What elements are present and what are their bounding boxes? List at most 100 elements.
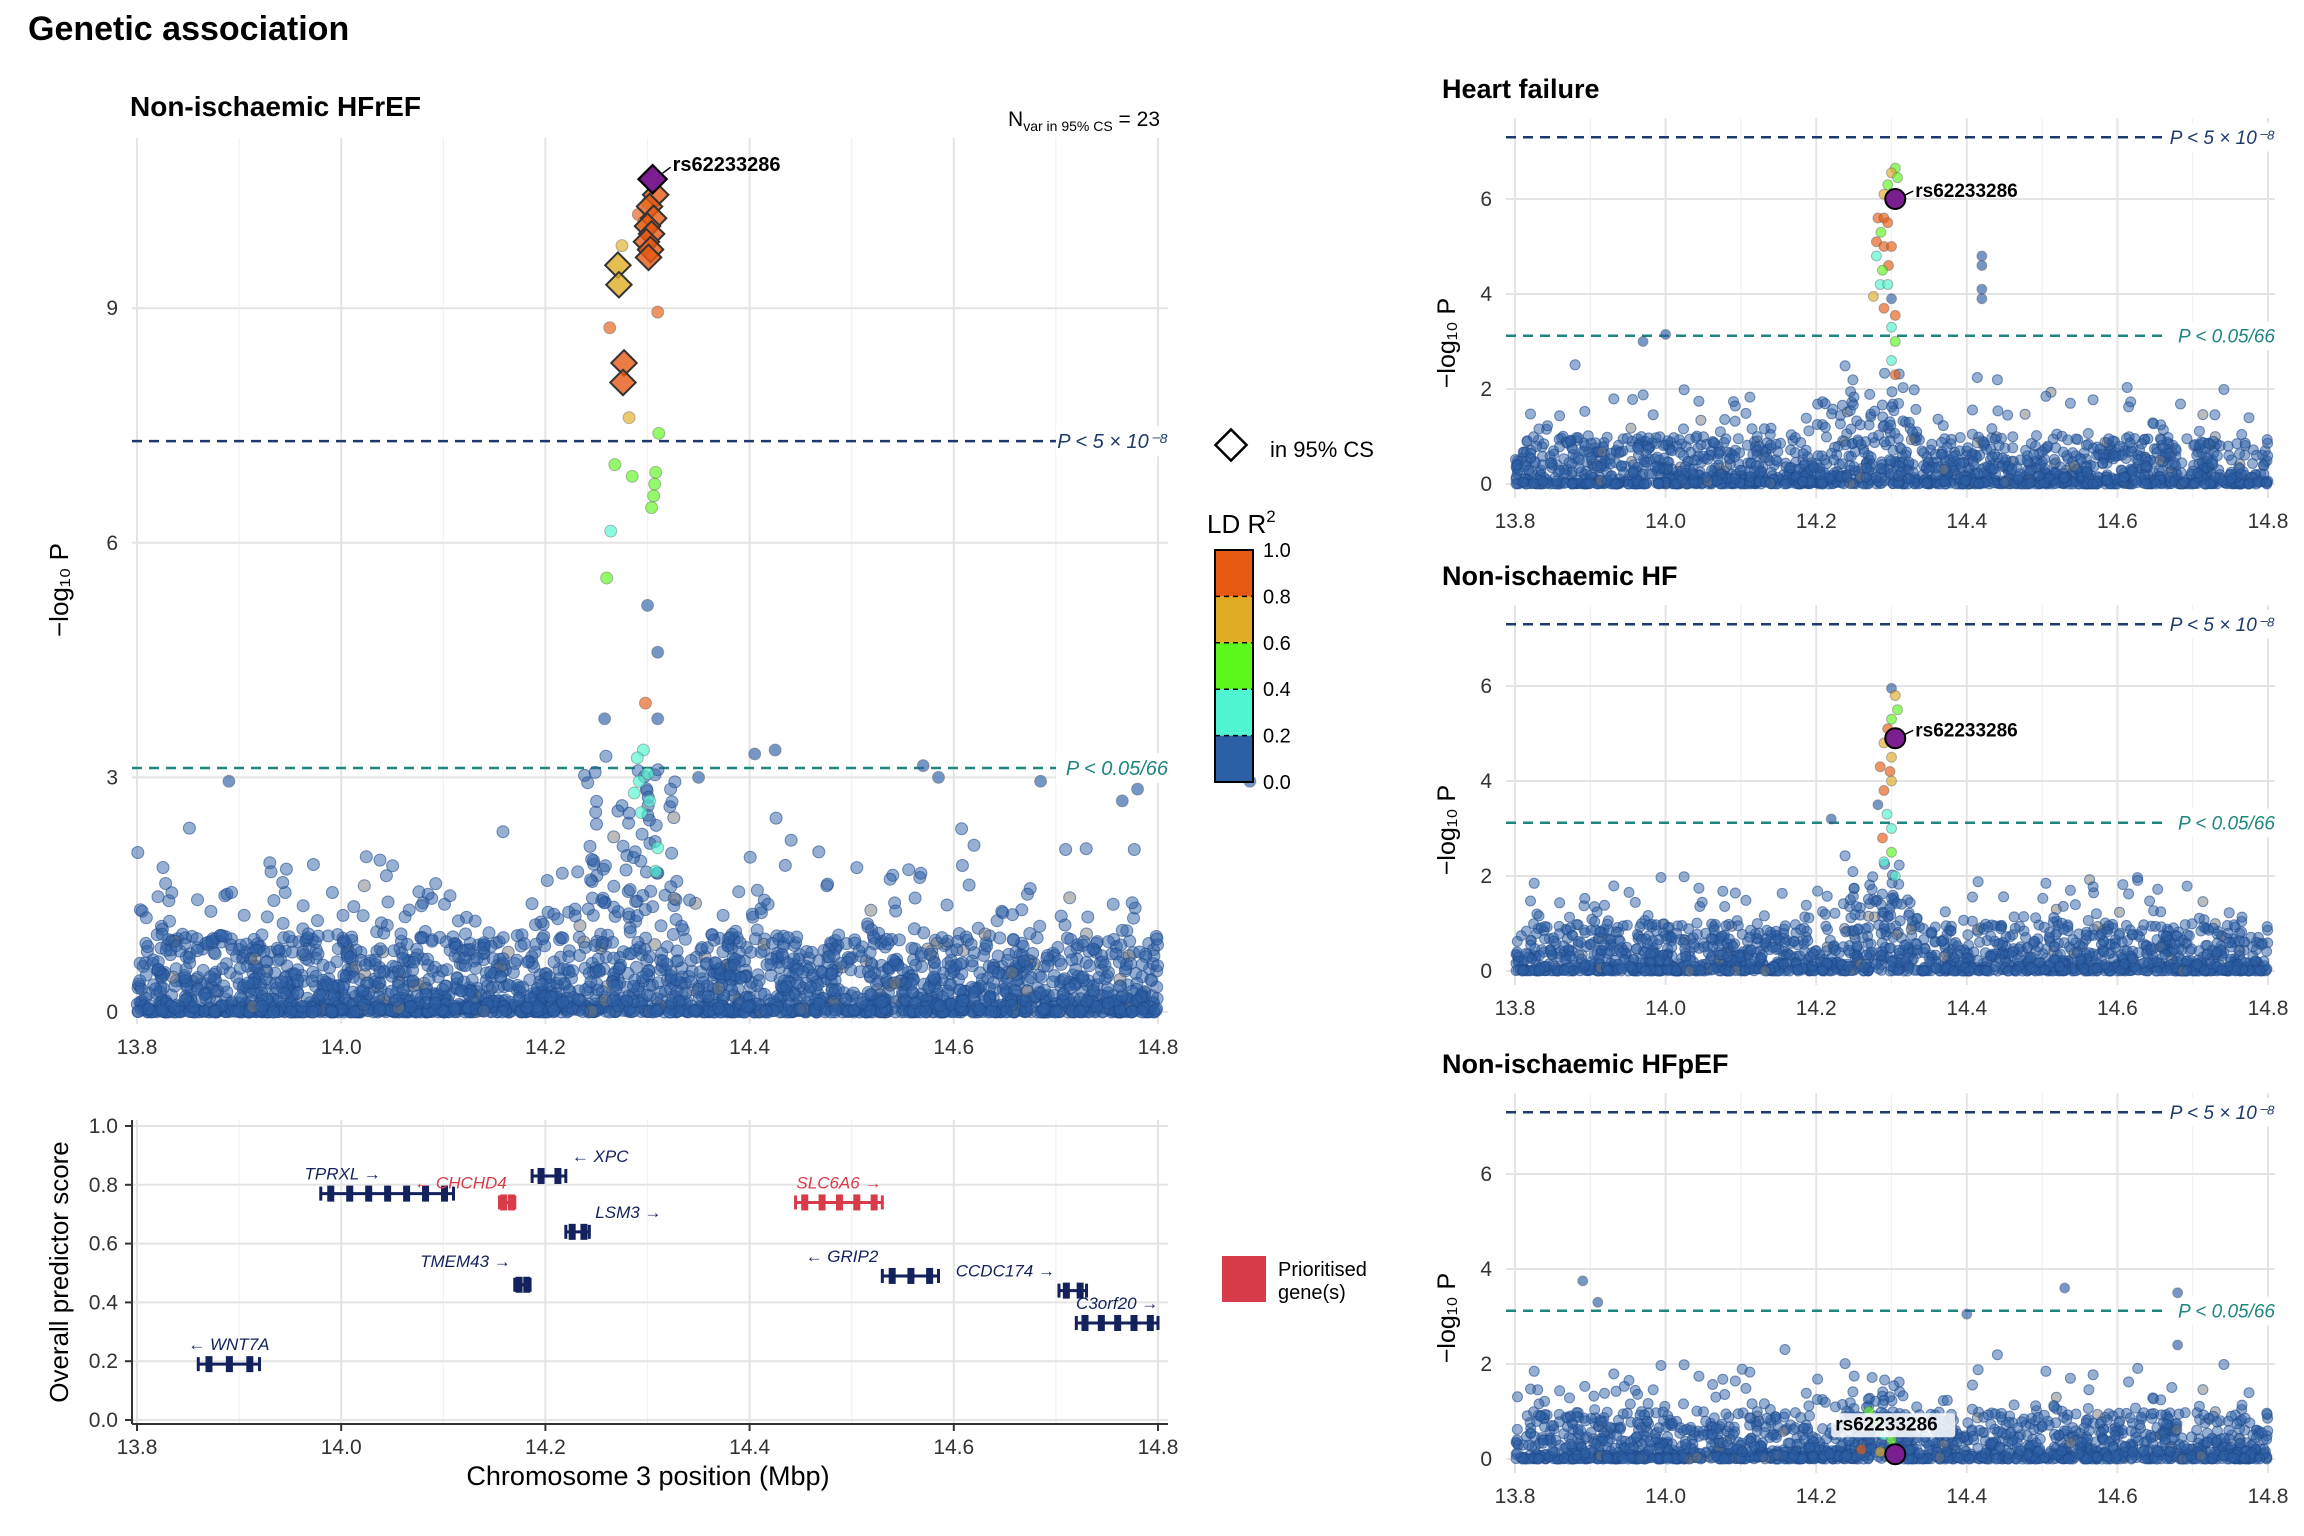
variant-point: [486, 952, 500, 966]
variant-point: [1875, 462, 1887, 474]
variant-point: [744, 945, 758, 959]
variant-point: [131, 846, 145, 859]
variant-point: [248, 952, 262, 966]
variant-point: [433, 930, 447, 944]
variant-point: [993, 931, 1007, 945]
y-tick-label: 6: [106, 532, 118, 555]
nihf-panel-title: Non-ischaemic HF: [1442, 561, 1678, 591]
variant-point: [1870, 250, 1882, 262]
variant-point: [727, 958, 741, 972]
variant-point: [650, 992, 664, 1006]
variant-point: [607, 979, 621, 993]
variant-point: [1660, 328, 1672, 340]
variant-point: [750, 883, 764, 897]
variant-point: [1812, 398, 1824, 410]
variant-point: [1054, 957, 1068, 971]
variant-point: [1879, 367, 1891, 379]
variant-point: [1114, 938, 1128, 952]
variant-point: [1732, 433, 1744, 445]
variant-point: [623, 883, 637, 897]
variant-point: [357, 879, 371, 893]
variant-point: [2028, 449, 2040, 460]
variant-point: [664, 996, 678, 1010]
variant-point: [165, 886, 179, 900]
variant-point: [915, 960, 929, 973]
variant-point: [1973, 478, 1985, 490]
y-tick-label: 0: [1480, 960, 1492, 983]
variant-point: [428, 960, 442, 974]
variant-point: [1596, 446, 1608, 458]
variant-point: [133, 903, 147, 917]
variant-point: [889, 904, 903, 918]
variant-point: [525, 897, 539, 911]
variant-point: [1867, 290, 1879, 302]
variant-point: [2204, 478, 2216, 490]
variant-point: [1882, 179, 1894, 191]
variant-point: [216, 929, 230, 943]
variant-point: [1528, 478, 1540, 489]
variant-point: [1976, 250, 1988, 262]
variant-point: [1770, 454, 1782, 466]
variant-point: [678, 932, 692, 946]
variant-point: [589, 805, 603, 819]
variant-point: [2062, 434, 2074, 446]
variant-point: [2081, 439, 2092, 451]
variant-point: [155, 927, 169, 941]
variant-point: [311, 914, 324, 928]
variant-point: [824, 967, 838, 980]
variant-point: [861, 965, 875, 978]
variant-point: [468, 914, 482, 928]
variant-point: [343, 950, 357, 964]
variant-point: [271, 953, 285, 967]
x-tick-label: 14.8: [1138, 1036, 1179, 1059]
variant-point: [712, 981, 726, 995]
variant-point: [1637, 389, 1649, 401]
variant-point: [1954, 432, 1966, 443]
variant-point: [225, 942, 239, 956]
variant-point: [1889, 309, 1901, 321]
variant-point: [2040, 390, 2052, 402]
variant-point: [1604, 458, 1616, 470]
variant-point: [1892, 172, 1904, 184]
variant-point: [627, 979, 640, 993]
variant-point: [1525, 452, 1537, 464]
variant-point: [225, 885, 239, 899]
variant-point: [752, 974, 766, 987]
variant-point: [400, 937, 414, 951]
variant-point: [1113, 979, 1126, 993]
variant-point: [953, 957, 967, 971]
variant-point: [822, 950, 836, 964]
x-tick-label: 14.2: [1796, 510, 1837, 533]
lead-variant-label: rs62233286: [1915, 181, 2018, 202]
variant-point: [1918, 447, 1930, 459]
variant-point: [396, 951, 410, 965]
variant-point: [607, 879, 621, 893]
variant-point: [412, 885, 426, 899]
variant-point: [1517, 476, 1529, 488]
variant-point: [2175, 467, 2187, 479]
variant-point: [270, 941, 284, 955]
variant-point: [804, 980, 818, 994]
variant-point: [766, 936, 779, 950]
variant-point: [967, 985, 981, 999]
variant-point: [372, 976, 386, 990]
y-tick-label: 4: [1480, 770, 1492, 793]
variant-point: [914, 866, 928, 880]
variant-point: [2116, 449, 2128, 461]
variant-point: [622, 947, 636, 961]
variant-point: [1740, 407, 1752, 419]
variant-point: [709, 956, 723, 970]
variant-point: [620, 994, 634, 1008]
variant-point: [1625, 422, 1637, 434]
variant-point: [448, 1002, 462, 1016]
variant-point: [159, 943, 173, 957]
credible-set-diamond: [604, 270, 634, 299]
variant-point: [1878, 436, 1890, 448]
variant-point: [1829, 907, 1841, 919]
variant-point: [1628, 467, 1639, 479]
variant-point: [2124, 437, 2136, 449]
variant-point: [2019, 408, 2031, 420]
credible-set-diamond: [608, 368, 638, 397]
